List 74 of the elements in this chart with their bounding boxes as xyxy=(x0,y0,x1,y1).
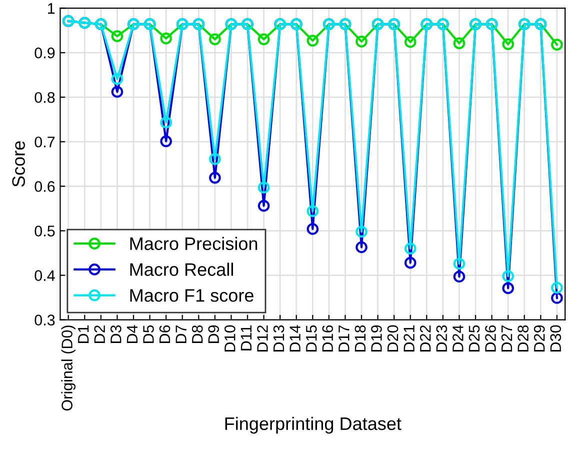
x-tick-label: D2 xyxy=(94,325,105,343)
point xyxy=(551,282,563,294)
point xyxy=(551,292,563,304)
x-tick-label: D27 xyxy=(501,325,512,352)
point xyxy=(453,258,466,270)
x-tick-label: D16 xyxy=(322,325,334,352)
y-tick-label: 0.7 xyxy=(34,136,55,148)
x-tick-label: D14 xyxy=(290,325,300,352)
point xyxy=(502,282,514,294)
x-tick-label: D1 xyxy=(78,325,89,343)
point xyxy=(111,30,124,42)
x-tick-label: D24 xyxy=(452,325,464,352)
point xyxy=(209,172,221,184)
point xyxy=(404,242,416,254)
point xyxy=(306,34,319,47)
point xyxy=(258,33,270,46)
point xyxy=(258,182,270,194)
point xyxy=(160,32,172,44)
point xyxy=(209,153,221,165)
point xyxy=(356,36,368,48)
x-tick-label: D5 xyxy=(143,325,154,343)
x-tick-label: D8 xyxy=(192,325,203,343)
x-tick-label: D4 xyxy=(126,325,138,343)
point xyxy=(502,38,514,50)
x-tick-label: D11 xyxy=(240,325,252,350)
x-tick-label: D28 xyxy=(518,325,528,352)
y-tick-label: 0.4 xyxy=(34,270,55,281)
point xyxy=(453,270,466,283)
x-tick-label: D12 xyxy=(257,325,268,352)
legend-label: Macro F1 score xyxy=(130,289,254,302)
point xyxy=(502,270,514,282)
point xyxy=(209,33,221,46)
point xyxy=(356,226,368,238)
x-tick-label: D3 xyxy=(110,325,122,343)
x-tick-label: D29 xyxy=(534,325,545,352)
x-tick-label: D30 xyxy=(550,325,562,352)
point xyxy=(111,73,124,85)
point xyxy=(453,37,466,50)
x-tick-label: D23 xyxy=(436,325,448,352)
point xyxy=(404,36,416,48)
x-tick-label: D15 xyxy=(306,325,317,352)
y-tick-label: 1 xyxy=(48,3,55,14)
x-tick-label: D7 xyxy=(176,325,186,343)
y-tick-label: 0.3 xyxy=(34,314,55,326)
x-tick-label: D10 xyxy=(224,325,236,352)
y-tick-label: 0.5 xyxy=(34,226,55,236)
y-tick-label: 0.6 xyxy=(34,181,55,192)
y-tick-label: 0.9 xyxy=(34,48,55,58)
point xyxy=(306,205,319,218)
x-tick-label: D25 xyxy=(468,325,480,352)
x-tick-label: D17 xyxy=(338,325,350,352)
x-tick-label: D18 xyxy=(354,325,366,352)
point xyxy=(356,241,368,254)
x-tick-label: D6 xyxy=(159,325,170,343)
x-tick-label: D20 xyxy=(387,325,398,352)
x-tick-label: D19 xyxy=(371,325,382,352)
x-tick-label: D22 xyxy=(420,325,431,352)
point xyxy=(551,38,563,51)
point xyxy=(306,223,319,235)
point xyxy=(111,86,124,98)
x-tick-label: D13 xyxy=(273,325,284,352)
x-tick-label: D26 xyxy=(485,325,496,352)
legend-label: Macro Precision xyxy=(130,236,258,250)
x-axis-title: Fingerprinting Dataset xyxy=(225,416,402,434)
y-tick-label: 0.8 xyxy=(34,92,55,103)
point xyxy=(258,200,270,212)
legend-label: Macro Recall xyxy=(130,262,233,276)
y-axis-title: Score xyxy=(12,141,25,187)
point xyxy=(160,135,172,148)
x-tick-label: D9 xyxy=(208,325,220,343)
x-tick-label: Original (D0) xyxy=(61,326,76,411)
point xyxy=(160,116,172,128)
point xyxy=(404,256,416,269)
x-tick-label: D21 xyxy=(404,325,414,352)
